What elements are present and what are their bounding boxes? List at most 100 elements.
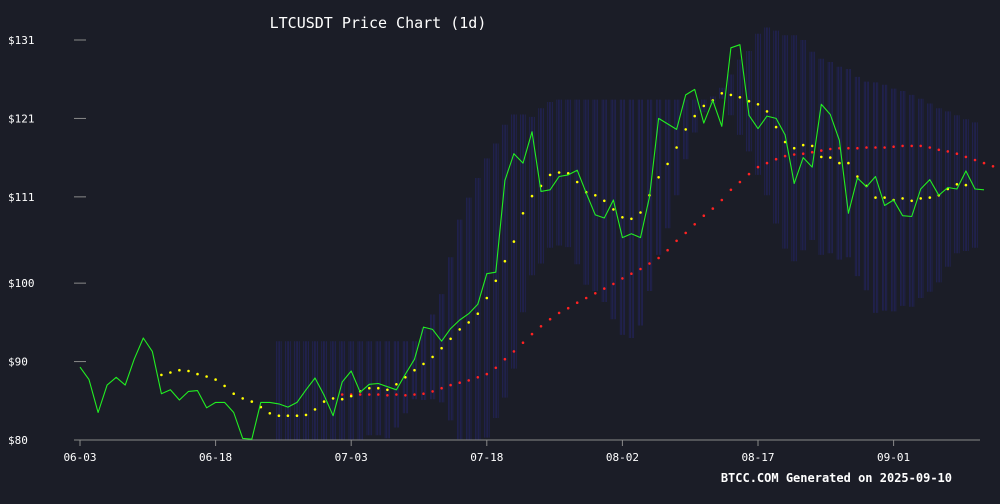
long-ma-point [738,180,742,184]
short-ma-point [738,96,742,99]
short-ma-point [422,362,425,366]
long-ma-point [594,292,597,295]
volatility-bands [276,27,978,440]
short-ma-point [847,161,850,165]
long-ma-point [765,161,769,165]
short-ma-point [377,386,380,390]
long-ma-point [847,146,850,150]
long-ma-point [340,393,344,396]
short-ma-point [756,103,760,106]
long-ma-point [458,381,462,385]
short-ma-point [268,412,272,415]
long-ma-point [801,152,805,155]
long-ma-point [991,165,995,168]
short-ma-point [503,259,507,263]
y-tick-label: $100 [8,277,35,290]
long-ma-point [883,146,886,149]
short-ma-point [313,408,317,411]
short-ma-point [476,312,480,316]
short-ma-point [630,217,633,221]
short-ma-point [485,296,489,300]
short-ma-point [431,355,434,359]
long-ma-point [358,393,362,396]
long-ma-point [747,172,751,176]
long-ma-point [720,198,724,202]
long-ma-point [557,311,561,315]
short-ma-point [557,171,561,174]
short-ma-point [792,146,796,150]
short-ma-point [169,371,172,374]
y-tick-label: $131 [8,34,35,47]
long-ma-point [666,248,669,252]
short-ma-point [883,196,886,199]
short-ma-point [449,337,452,341]
long-ma-point [377,393,380,396]
long-ma-point [865,146,868,149]
y-tick-label: $111 [8,191,35,204]
short-ma-point [594,194,597,197]
long-ma-point [729,188,733,192]
short-ma-point [874,196,877,199]
long-ma-point [675,239,678,243]
long-ma-point [982,161,986,165]
short-ma-point [386,388,389,392]
short-ma-point [368,386,371,390]
long-ma-point [621,277,624,280]
x-tick-label: 08-02 [606,451,639,464]
long-ma-point [584,296,588,300]
short-ma-point [729,93,733,97]
x-tick-label: 06-03 [63,451,96,464]
long-ma-point [485,372,489,376]
short-ma-point [404,376,407,379]
long-ma-point [684,231,687,235]
short-ma-point [548,173,552,177]
short-ma-point [205,375,208,378]
x-tick-label: 07-03 [335,451,368,464]
short-ma-point [829,156,832,159]
short-ma-point [657,176,660,179]
long-ma-point [711,207,715,210]
short-ma-point [612,208,615,211]
price-line [79,44,985,440]
short-ma-point [621,216,624,219]
short-ma-point [250,400,254,403]
x-tick-label: 07-18 [470,451,503,464]
short-ma-point [304,413,308,417]
short-ma-point [530,194,534,198]
short-ma-point [603,199,606,203]
short-ma-point [747,99,751,103]
long-ma-point [892,145,895,148]
long-ma-point [964,155,968,159]
short-ma-point [810,144,814,148]
axes: $80 $90 $100 $111 $121 $131 06-03 06-18 07-03 07-… [8,34,980,464]
long-ma-point [783,154,787,158]
short-ma-point [286,414,290,418]
long-ma-point [503,357,507,361]
short-ma-point [856,175,859,178]
x-tick-label: 08-17 [741,451,774,464]
long-ma-point [693,223,696,226]
footer-generated-text: BTCC.COM Generated on 2025-09-10 [721,471,952,485]
short-ma-point [765,110,769,113]
short-ma-point [639,211,642,214]
short-ma-point [693,114,696,118]
long-ma-point [539,325,543,328]
long-ma-point [422,392,425,396]
long-ma-point [449,383,452,387]
price-series [79,44,985,440]
long-ma-point [648,262,651,265]
short-ma-point [178,368,181,372]
long-ma-point [530,332,534,336]
short-ma-point [521,212,525,215]
long-ma-point [386,394,389,397]
long-ma-point [440,386,443,390]
long-ma-point [494,366,498,370]
long-ma-point [774,157,778,161]
long-ma-point [639,267,642,271]
short-ma-point [241,397,244,400]
long-ma-point [928,146,932,149]
long-ma-point [575,301,579,305]
short-ma-point [512,240,516,243]
